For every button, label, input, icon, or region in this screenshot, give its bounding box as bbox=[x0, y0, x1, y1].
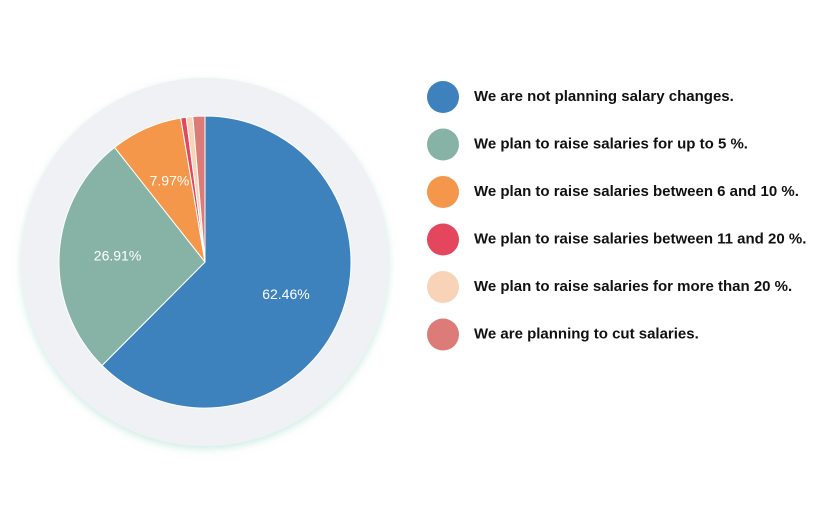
pie-slice bbox=[192, 115, 206, 263]
pie-slice bbox=[58, 146, 206, 367]
value-label: 26.91% bbox=[94, 248, 141, 264]
legend-label: We plan to raise salaries for up to 5 %. bbox=[474, 135, 748, 152]
legend-swatch bbox=[427, 176, 459, 208]
legend-swatch bbox=[427, 223, 459, 256]
legend-swatch bbox=[427, 271, 459, 303]
legend-label: We are planning to cut salaries. bbox=[474, 325, 699, 342]
legend-label: We are not planning salary changes. bbox=[474, 88, 734, 105]
value-label: 62.46% bbox=[262, 286, 309, 302]
legend: We are not planning salary changes. We pl… bbox=[427, 81, 806, 351]
legend-swatch bbox=[427, 318, 459, 351]
legend-label: We plan to raise salaries for more than … bbox=[474, 278, 792, 295]
legend-label: We plan to raise salaries between 6 and … bbox=[474, 183, 799, 200]
pie-slice bbox=[101, 115, 352, 409]
legend-swatch bbox=[427, 81, 459, 113]
legend-swatch bbox=[427, 128, 459, 161]
pie: 62.46% 26.91% 7.97% bbox=[58, 115, 352, 409]
legend-label: We plan to raise salaries between 11 and… bbox=[474, 230, 806, 247]
value-label: 7.97% bbox=[150, 173, 190, 189]
